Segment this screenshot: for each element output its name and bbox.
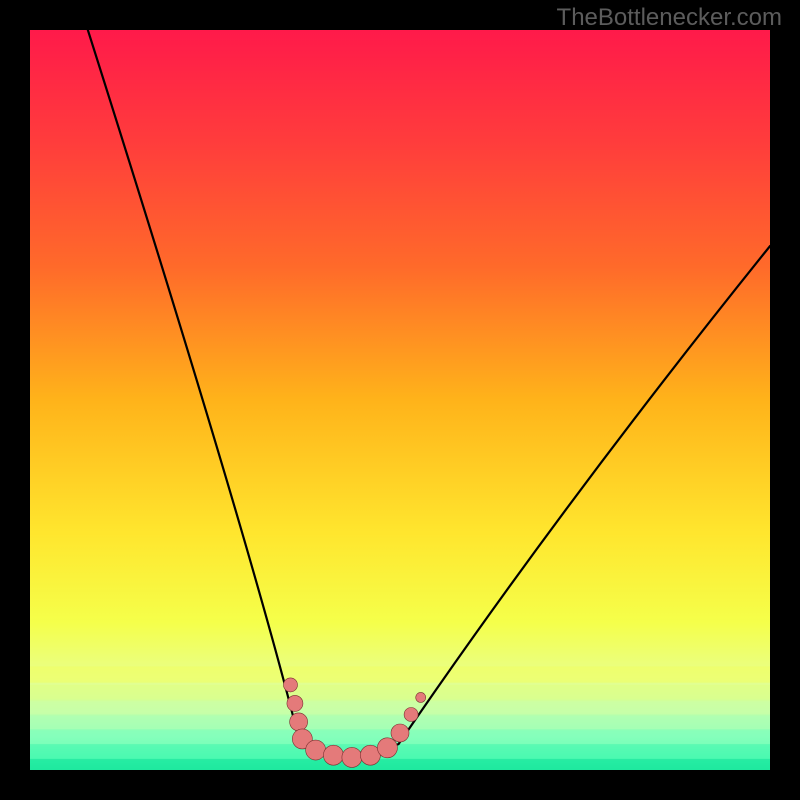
- watermark-text: TheBottlenecker.com: [557, 4, 782, 32]
- green-band: [30, 744, 770, 760]
- data-marker: [404, 708, 418, 722]
- green-band: [30, 700, 770, 716]
- gradient-background: [30, 30, 770, 770]
- data-marker: [342, 747, 362, 767]
- data-marker: [391, 724, 409, 742]
- data-marker: [283, 678, 297, 692]
- green-band: [30, 666, 770, 682]
- chart-canvas: TheBottlenecker.com: [0, 0, 800, 800]
- bottleneck-chart: [0, 0, 800, 800]
- data-marker: [323, 745, 343, 765]
- data-marker: [377, 738, 397, 758]
- green-band: [30, 685, 770, 701]
- data-marker: [287, 695, 303, 711]
- data-marker: [306, 740, 326, 760]
- data-marker: [416, 692, 426, 702]
- data-marker: [290, 713, 308, 731]
- plot-area: [30, 23, 770, 776]
